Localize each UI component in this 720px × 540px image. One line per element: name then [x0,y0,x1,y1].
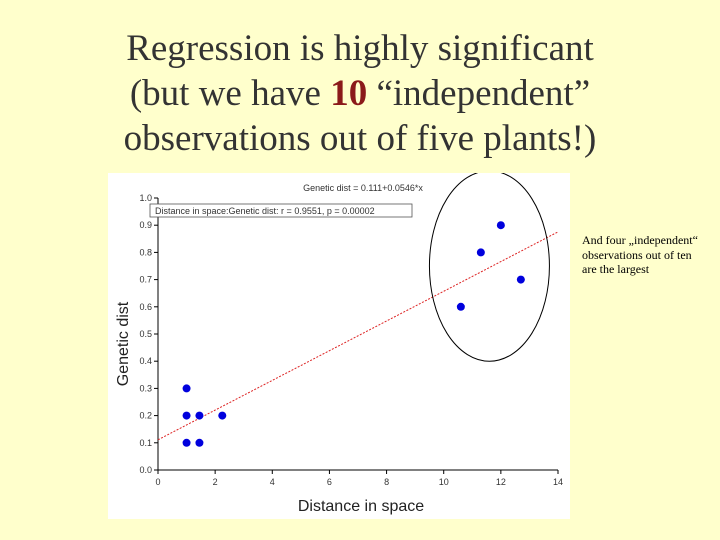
data-point [476,248,485,257]
scatter-chart-panel: 0 2 4 6 8 10 12 14 0.0 0.1 0.2 0.3 0.4 0.5 0.6 0.7 0.8 0.… [108,170,570,519]
y-tick-label: 0.3 [139,383,152,393]
title-line-1: Regression is highly significant [126,28,594,69]
y-tick-label: 0.6 [139,302,152,312]
x-tick-label: 2 [213,477,218,487]
x-tick-label: 6 [327,477,332,487]
y-tick-label: 1.0 [139,193,152,203]
y-axis-label: Genetic dist [115,301,132,386]
title-line-2-post: “independent” [367,73,591,114]
x-tick-label: 8 [384,477,389,487]
chart-title: Genetic dist = 0.111+0.0546*x [303,183,423,193]
data-point [218,411,227,420]
x-tick-label: 12 [496,477,506,487]
legend-text: Distance in space:Genetic dist: r = 0.95… [155,206,375,216]
y-tick-label: 0.8 [139,247,152,257]
title-line-2-pre: (but we have [129,73,331,114]
highlight-circle [428,170,550,362]
data-point [182,438,191,447]
y-tick-label: 0.7 [139,275,152,285]
data-point [182,384,191,393]
scatter-chart: 0 2 4 6 8 10 12 14 0.0 0.1 0.2 0.3 0.4 0.5 0.6 0.7 0.8 0.… [115,170,563,515]
x-tick-label: 14 [553,477,563,487]
data-point [182,411,191,420]
y-tick-label: 0.0 [139,465,152,475]
x-axis-label: Distance in space [298,498,424,515]
legend-box [149,203,413,218]
y-tick-label: 0.5 [139,329,152,339]
data-point [195,438,204,447]
data-point [456,302,465,311]
x-tick-label: 4 [270,477,275,487]
slide-title: Regression is highly significant (but we… [0,26,720,161]
x-tick-label: 10 [439,477,449,487]
y-tick-label: 0.1 [139,438,152,448]
title-line-2: (but we have 10 “independent” [130,73,590,114]
x-tick-label: 0 [155,477,160,487]
y-tick-label: 0.2 [139,411,152,421]
side-note: And four „independent“ observations out … [582,233,698,276]
data-point [516,275,525,284]
y-tick-label: 0.9 [139,220,152,230]
y-tick-label: 0.4 [139,356,152,366]
data-point [496,221,505,230]
data-point [195,411,204,420]
title-line-3: observations out of five plants!) [123,118,597,159]
regression-line [157,231,559,441]
title-highlight-number: 10 [330,73,368,114]
